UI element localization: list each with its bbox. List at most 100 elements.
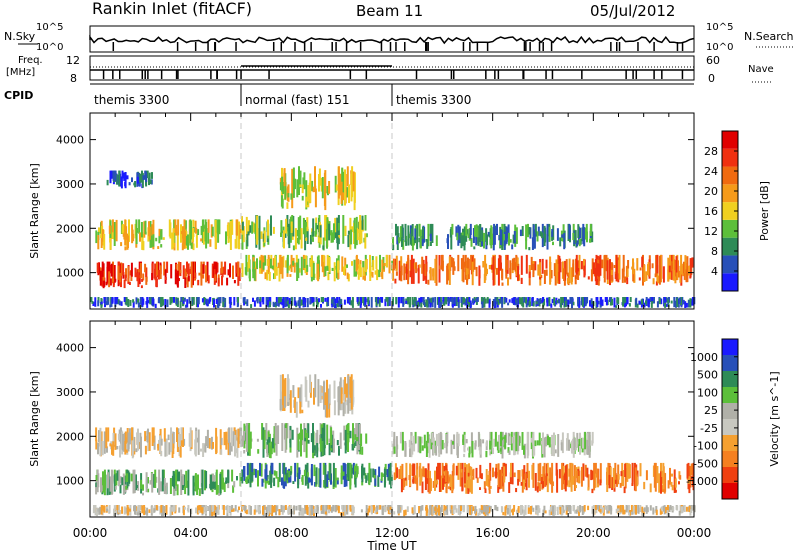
data-cell: [474, 440, 477, 447]
xtick-label: 12:00: [375, 526, 410, 540]
data-cell: [394, 278, 397, 284]
data-cell: [95, 508, 98, 515]
data-cell: [326, 297, 329, 302]
data-cell: [362, 261, 365, 268]
data-cell: [443, 471, 446, 476]
data-cell: [688, 505, 691, 512]
data-cell: [424, 263, 427, 276]
data-cell: [198, 510, 201, 514]
data-cell: [664, 303, 667, 308]
data-cell: [488, 489, 491, 494]
colorbar-swatch: [722, 166, 738, 185]
data-cell: [513, 505, 516, 512]
data-cell: [469, 301, 472, 308]
data-cell: [586, 433, 589, 446]
data-cell: [654, 509, 657, 513]
velocity-ylabel: Slant Range [km]: [28, 371, 41, 467]
data-cell: [528, 470, 530, 488]
xtick-label: 16:00: [475, 526, 510, 540]
data-cell: [174, 510, 177, 514]
data-cell: [366, 508, 369, 516]
data-cell: [651, 301, 654, 304]
data-cell: [548, 509, 551, 516]
data-cell: [323, 505, 326, 515]
data-cell: [328, 257, 331, 273]
data-cell: [597, 300, 600, 305]
data-cell: [583, 265, 586, 278]
data-cell: [280, 232, 282, 237]
data-cell: [289, 430, 292, 439]
data-cell: [577, 224, 580, 238]
data-cell: [271, 438, 274, 449]
data-cell: [460, 232, 463, 249]
data-cell: [287, 227, 290, 237]
data-cell: [411, 224, 414, 242]
data-cell: [343, 394, 346, 403]
data-cell: [221, 505, 224, 510]
data-cell: [95, 475, 98, 481]
data-cell: [155, 476, 158, 483]
data-cell: [316, 505, 319, 514]
data-cell: [313, 464, 316, 477]
data-cell: [341, 256, 344, 272]
data-cell: [281, 257, 284, 279]
data-cell: [192, 234, 195, 237]
cpid-segment-label: themis 3300: [396, 93, 471, 107]
data-cell: [123, 279, 126, 289]
data-cell: [236, 476, 238, 481]
data-cell: [144, 431, 147, 442]
data-cell: [309, 374, 312, 393]
data-cell: [344, 429, 347, 454]
data-cell: [304, 429, 307, 438]
data-cell: [200, 238, 203, 242]
data-cell: [618, 260, 620, 274]
data-cell: [655, 281, 658, 286]
data-cell: [585, 223, 588, 238]
data-cell: [450, 227, 453, 250]
data-cell: [318, 242, 321, 248]
data-cell: [501, 298, 504, 308]
data-cell: [110, 170, 113, 179]
data-cell: [268, 509, 271, 517]
data-cell: [336, 477, 339, 485]
data-cell: [385, 297, 388, 302]
data-cell: [200, 225, 203, 236]
data-cell: [337, 505, 340, 514]
data-cell: [668, 265, 671, 273]
data-cell: [174, 269, 177, 285]
data-cell: [643, 302, 646, 308]
data-cell: [551, 481, 554, 486]
data-cell: [309, 173, 312, 203]
data-cell: [499, 297, 502, 304]
data-cell: [158, 228, 161, 237]
data-cell: [124, 172, 127, 189]
data-cell: [527, 431, 530, 456]
data-cell: [187, 505, 190, 513]
data-cell: [609, 259, 611, 286]
data-cell: [613, 265, 616, 268]
data-cell: [135, 231, 138, 244]
data-cell: [584, 464, 587, 477]
data-cell: [348, 184, 350, 203]
data-cell: [175, 298, 178, 305]
data-cell: [493, 438, 496, 447]
data-cell: [264, 469, 267, 479]
data-cell: [447, 234, 449, 249]
data-cell: [365, 505, 368, 513]
data-cell: [109, 278, 112, 286]
data-cell: [450, 439, 453, 455]
data-cell: [344, 265, 347, 270]
data-cell: [474, 509, 476, 514]
data-cell: [346, 505, 349, 515]
data-cell: [223, 482, 226, 492]
data-cell: [535, 506, 538, 511]
data-cell: [206, 429, 209, 448]
data-cell: [260, 463, 263, 477]
data-cell: [369, 468, 372, 483]
data-cell: [465, 464, 468, 488]
data-cell: [402, 297, 405, 303]
data-cell: [415, 268, 418, 272]
data-cell: [517, 297, 520, 305]
data-cell: [467, 258, 470, 279]
